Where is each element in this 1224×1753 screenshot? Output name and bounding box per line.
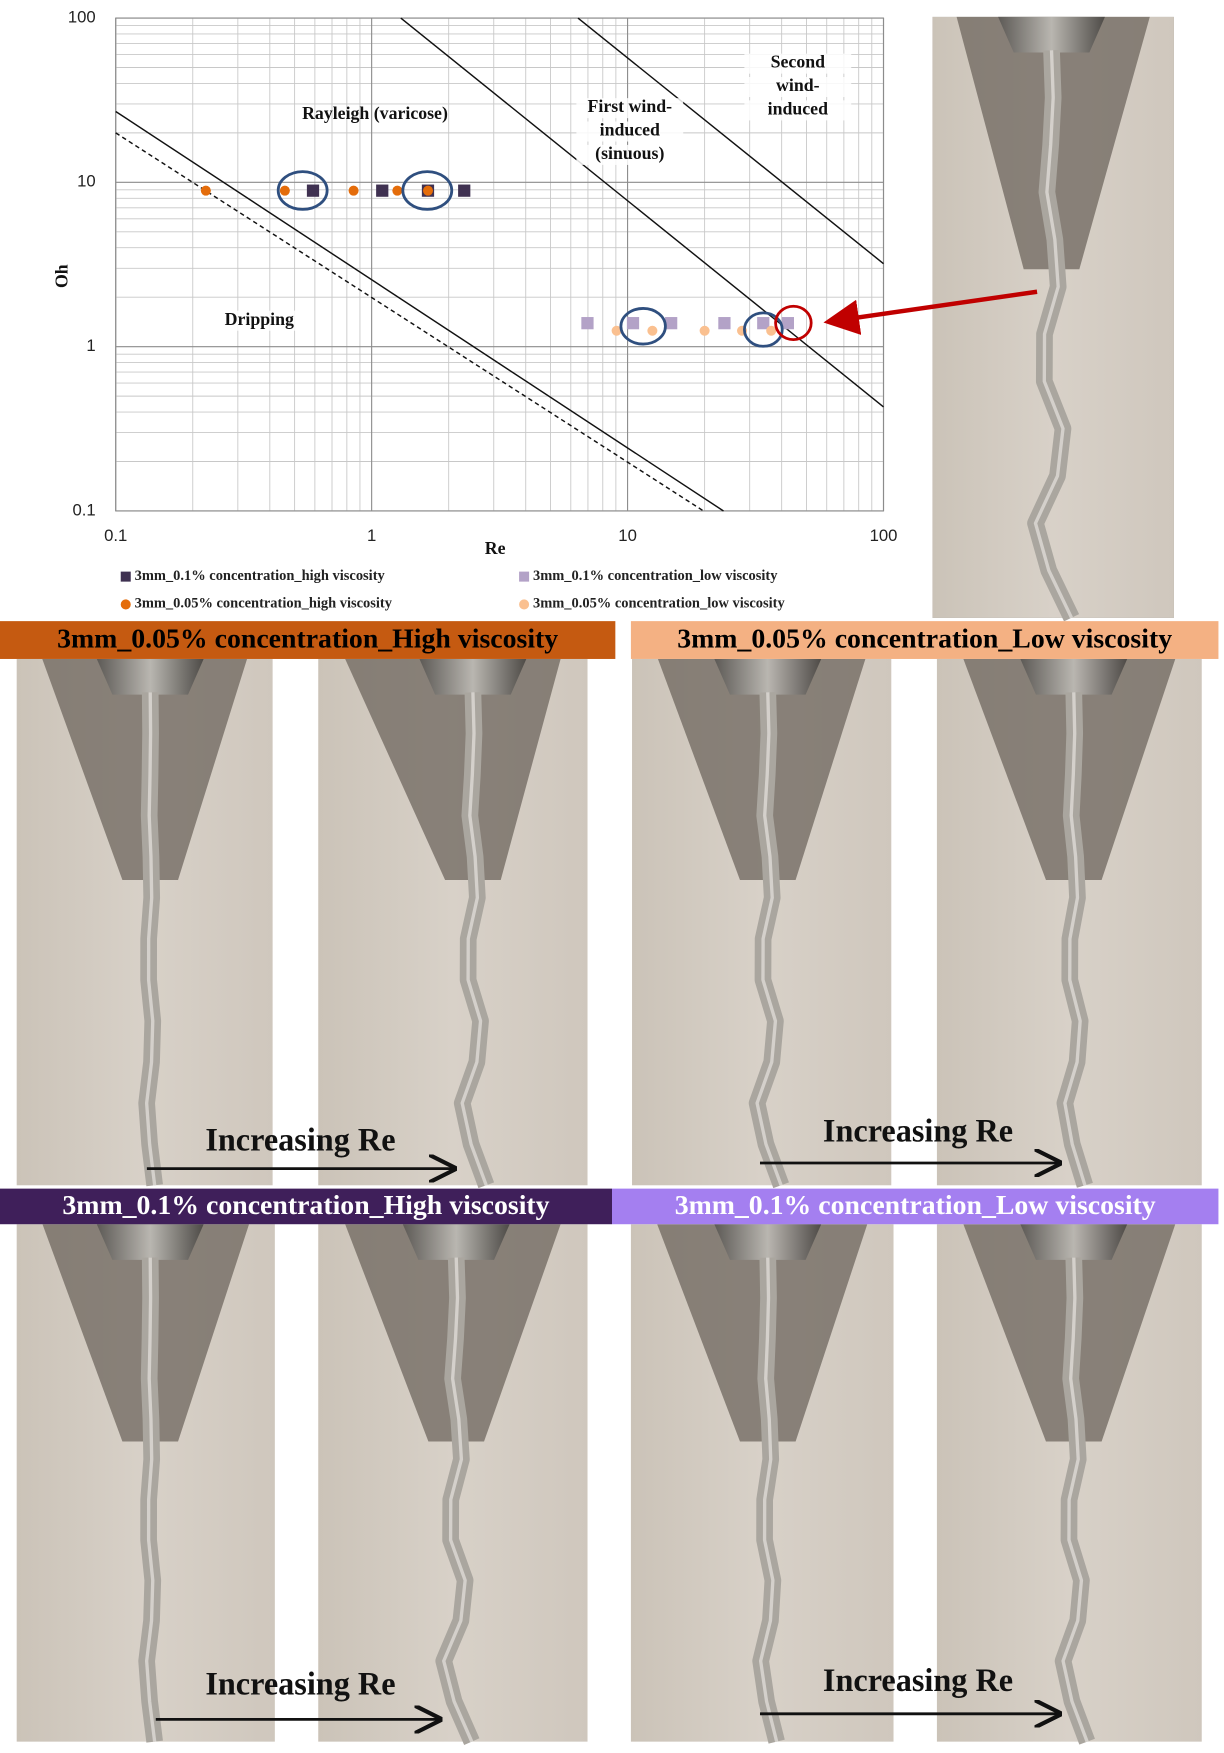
liquid-jet-highlight [758, 1257, 779, 1743]
overlay [276, 170, 1038, 348]
annotation: Dripping [225, 309, 294, 329]
legend-label: 3mm_0.1% concentration_high viscosity [135, 568, 386, 584]
panel-title: 3mm_0.1% concentration_Low viscosity [675, 1190, 1156, 1221]
nozzle [714, 658, 822, 695]
annotation-bg [576, 121, 684, 142]
annotation-bg [205, 310, 313, 331]
y-tick-label: 0.1 [72, 500, 95, 519]
legend-label: 3mm_0.05% concentration_low viscosity [533, 596, 785, 612]
annotation: First wind- [588, 96, 673, 116]
data-point [718, 317, 731, 330]
annotation-bg [744, 100, 852, 121]
x-axis-title: Re [485, 538, 506, 558]
arrow-label: Increasing Re [823, 1662, 1013, 1698]
legend-marker [519, 571, 530, 582]
liquid-jet-highlight [144, 1257, 157, 1742]
data-point [458, 184, 471, 197]
annotation: (sinuous) [595, 143, 664, 164]
panel-header [630, 621, 1219, 659]
regime-boundary [577, 17, 884, 265]
x-tick-label: 10 [618, 526, 637, 545]
y-tick-label: 10 [77, 172, 96, 191]
photos: 3mm_0.05% concentration_High viscosity In… [0, 16, 1219, 1745]
liquid-jet-highlight [1033, 50, 1074, 619]
nozzle [1020, 1224, 1128, 1260]
data-point [376, 184, 389, 197]
liquid-jet-highlight [1061, 1257, 1089, 1743]
annotation: Rayleigh (varicose) [302, 103, 448, 124]
highlight-circle [743, 311, 784, 348]
legend-marker [120, 571, 131, 582]
liquid-jet-highlight [460, 692, 488, 1186]
x-tick-label: 1 [367, 526, 376, 545]
legend-marker [519, 599, 530, 610]
panel-header [0, 621, 616, 659]
nozzle [714, 1224, 822, 1260]
panel-title: 3mm_0.1% concentration_High viscosity [62, 1190, 549, 1221]
nozzle-shadow [345, 658, 561, 881]
regime-boundary [400, 17, 884, 408]
annotation: induced [600, 120, 660, 140]
data-point [306, 184, 320, 197]
data-point [200, 185, 211, 196]
data-point [279, 185, 290, 196]
y-axis-title: Oh [52, 264, 72, 288]
annotation: wind- [776, 75, 820, 95]
arrow-label: Increasing Re [205, 1666, 395, 1702]
x-tick-label: 0.1 [104, 526, 127, 545]
nozzle [96, 1224, 204, 1260]
liquid-jet-highlight [144, 692, 157, 1186]
data-point [757, 317, 770, 330]
data-point [665, 317, 678, 330]
highlight-circle [401, 170, 454, 211]
chart: 0.1 1 10 100 0.1 1 10 100 Re Oh Rayleigh (varicose… [52, 7, 898, 611]
regime-boundary [115, 110, 724, 512]
data-point [611, 325, 622, 336]
data-point [348, 185, 359, 196]
annotation-bg [576, 144, 684, 165]
nozzle [998, 16, 1105, 53]
pointer-arrow [823, 289, 1038, 335]
data-point [422, 185, 433, 196]
plot-area [115, 17, 885, 512]
annotation: induced [768, 98, 828, 118]
liquid-jet-highlight [755, 692, 783, 1186]
annotation-bg [576, 98, 684, 119]
legend-label: 3mm_0.05% concentration_high viscosity [135, 596, 393, 612]
data-point [766, 325, 777, 336]
liquid-jet-highlight [1063, 692, 1087, 1186]
data-point [781, 317, 794, 330]
data-point [392, 185, 403, 196]
nozzle [402, 1224, 510, 1260]
data-point [699, 325, 710, 336]
nozzle [96, 658, 204, 695]
panel-header [0, 1188, 612, 1225]
data-point [581, 317, 594, 330]
highlight-circle [619, 307, 667, 346]
panel-title: 3mm_0.05% concentration_Low viscosity [677, 624, 1172, 655]
panel-title: 3mm_0.05% concentration_High viscosity [57, 624, 558, 655]
panel-header [612, 1188, 1219, 1225]
liquid-jet-highlight [441, 1257, 474, 1743]
data-point [626, 317, 640, 330]
highlight-circle [774, 304, 813, 341]
arrow-label: Increasing Re [205, 1121, 395, 1157]
arrow-label: Increasing Re [823, 1113, 1013, 1149]
legend-marker [120, 599, 131, 610]
data-point [647, 325, 658, 336]
nozzle [1020, 658, 1128, 695]
annotation-bg [744, 77, 852, 98]
highlight-circle [276, 170, 329, 211]
x-tick-label: 100 [870, 526, 898, 545]
y-tick-label: 100 [68, 7, 96, 26]
nozzle [419, 658, 527, 695]
annotation-bg [744, 53, 852, 74]
y-tick-label: 1 [86, 336, 95, 355]
legend-label: 3mm_0.1% concentration_low viscosity [533, 568, 778, 584]
annotation: Second [771, 52, 825, 72]
